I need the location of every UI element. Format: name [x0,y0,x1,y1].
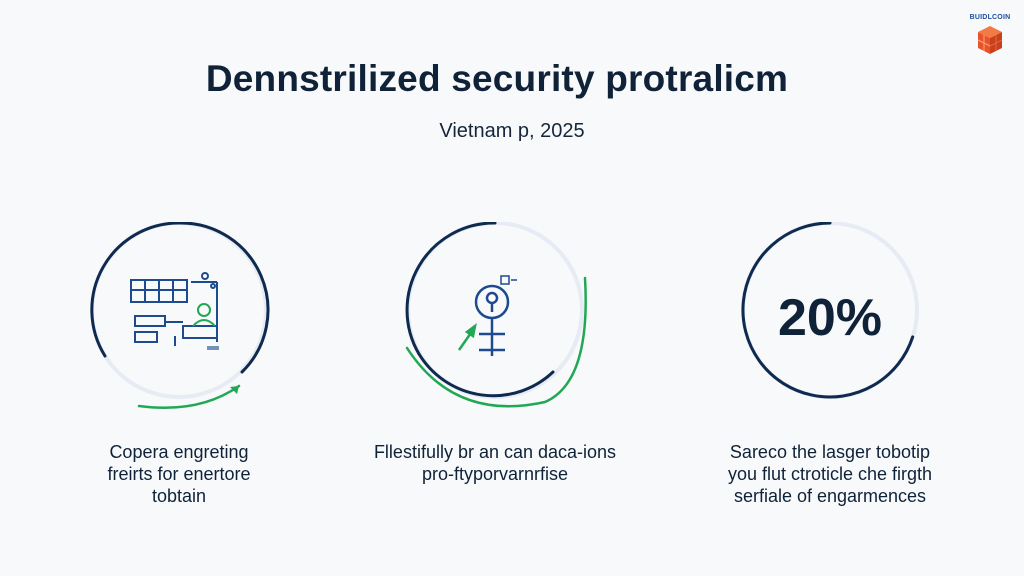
stat-value: 20% [777,289,883,347]
feature-ring-1 [90,222,270,409]
orange-cube-icon [977,26,1003,54]
brand-logo-text: BUIDLCOIN [969,14,1011,21]
feature-ring-2 [405,222,587,408]
feature-caption-2: Fllestifully br an can daca-ions pro-fty… [373,442,617,484]
keyhole-lock-icon [474,275,517,356]
feature-card-3: 20% [730,222,930,422]
stat-ring [741,222,919,399]
feature-card-1 [79,222,279,422]
user-node-icon [192,303,216,327]
feature-caption-3: Sareco the lasger tobotip you flut ctrot… [727,442,933,506]
arrow-up-icon [457,323,477,351]
stat-progress-arc [741,222,915,399]
network-server-icon [130,272,218,346]
brand-logo: BUIDLCOIN [966,14,1014,62]
feature-caption-1: Copera engreting freirts for enertore to… [107,442,251,506]
page-subtitle: Vietnam p, 2025 [439,120,585,142]
feature-card-2 [395,222,595,422]
page-title: Dennstrilized security protralicm [205,58,789,99]
